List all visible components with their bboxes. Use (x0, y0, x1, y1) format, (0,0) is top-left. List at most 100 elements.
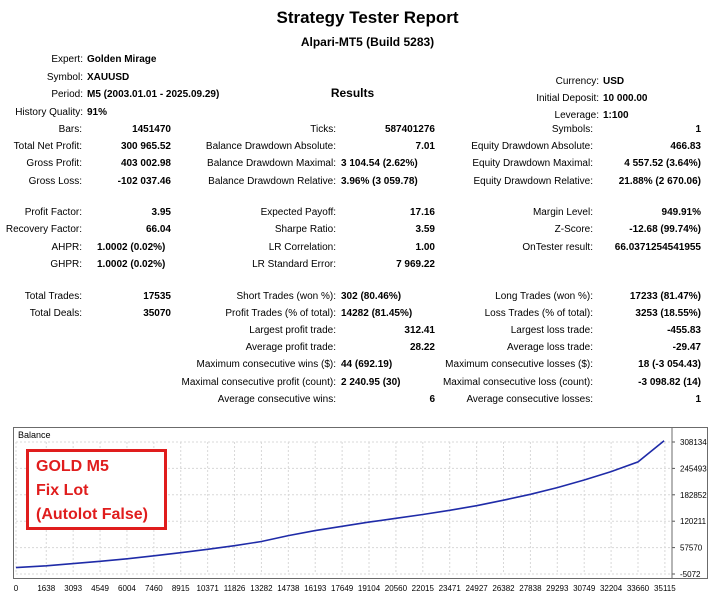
stat-value: -12.68 (99.74%) (629, 224, 701, 235)
stat-value: 1.00 (415, 242, 435, 253)
stat-label: Margin Level: (532, 207, 593, 218)
stat-label: Equity Drawdown Absolute: (471, 141, 593, 152)
stat-label: Largest profit trade: (249, 325, 336, 336)
stat-value: -102 037.46 (117, 176, 171, 187)
stat-value: 17.16 (409, 207, 435, 218)
stat-value: 312.41 (404, 325, 435, 336)
stat-label: Bars: (58, 124, 82, 135)
stat-label: LR Correlation: (268, 242, 336, 253)
setting-value: 91% (87, 107, 108, 118)
setting-label: Symbol: (46, 72, 83, 83)
stat-value: 2 240.95 (30) (341, 377, 401, 388)
stat-value: 44 (692.19) (341, 359, 393, 370)
y-tick-label: 245493 (680, 464, 707, 473)
stat-value: 1451470 (132, 124, 171, 135)
strategy-label-line: (Autolot False) (36, 506, 148, 523)
stat-label: Average loss trade: (507, 342, 593, 353)
balance-chart-svg: Balance 0 1638 3093 4549 6004 7460 8915 10371 118… (14, 428, 707, 593)
stat-label: Maximum consecutive wins ($): (196, 359, 336, 370)
stat-value: 66.04 (145, 224, 171, 235)
x-tick-label: 13282 (250, 584, 273, 593)
stat-label: AHPR: (51, 242, 82, 253)
stat-label: OnTester result: (522, 242, 593, 253)
stat-label: Maximal consecutive loss (count): (442, 377, 593, 388)
y-tick-label: 120211 (680, 517, 707, 526)
stat-value: -455.83 (667, 325, 701, 336)
account-value: 10 000.00 (603, 93, 648, 104)
stat-value: 3253 (18.55%) (635, 308, 701, 319)
report-subtitle: Alpari-MT5 (Build 5283) (300, 35, 435, 49)
stat-label: Expected Payoff: (260, 207, 336, 218)
stat-value: 35070 (143, 308, 171, 319)
y-tick-label: -5072 (680, 570, 701, 579)
y-tick-label: 308134 (680, 438, 707, 447)
stat-label: Maximum consecutive losses ($): (445, 359, 593, 370)
setting-label: Period: (51, 89, 83, 100)
stat-value: 302 (80.46%) (341, 291, 402, 302)
stat-value: 1.0002 (0.02%) (97, 242, 166, 253)
stat-label: Z-Score: (554, 224, 593, 235)
stat-value: -29.47 (672, 342, 701, 353)
setting-value: M5 (2003.01.01 - 2025.09.29) (87, 89, 220, 100)
x-tick-label: 26382 (492, 584, 515, 593)
stat-label: Total Net Profit: (13, 141, 82, 152)
setting-label: History Quality: (15, 107, 83, 118)
balance-line (15, 440, 665, 569)
stat-value: 3.95 (151, 207, 171, 218)
stat-value: 949.91% (661, 207, 701, 218)
stat-label: Gross Loss: (28, 176, 82, 187)
chart-title: Balance (18, 430, 51, 440)
stat-value: 17233 (81.47%) (629, 291, 701, 302)
stat-value: 21.88% (2 670.06) (618, 176, 701, 187)
stat-value: 466.83 (670, 141, 701, 152)
stat-label: Profit Factor: (24, 207, 82, 218)
stat-label: Long Trades (won %): (495, 291, 593, 302)
strategy-label-line: Fix Lot (36, 482, 89, 499)
stat-value: 66.0371254541955 (614, 242, 701, 253)
stat-label: Average consecutive wins: (217, 394, 336, 405)
x-tick-label: 23471 (439, 584, 462, 593)
x-tick-label: 1638 (37, 584, 55, 593)
stat-value: 1 (695, 124, 701, 135)
account-label: Currency: (555, 76, 599, 87)
x-tick-label: 4549 (91, 584, 109, 593)
strategy-label-line: GOLD M5 (36, 458, 109, 475)
stat-value: 7 969.22 (396, 259, 435, 270)
stat-value: 7.01 (415, 141, 435, 152)
x-tick-label: 7460 (145, 584, 163, 593)
x-tick-label: 16193 (304, 584, 327, 593)
x-tick-label: 14738 (277, 584, 300, 593)
stat-label: Average consecutive losses: (466, 394, 593, 405)
account-value: 1:100 (603, 110, 629, 121)
stat-label: Total Trades: (24, 291, 82, 302)
stat-value: 28.22 (409, 342, 435, 353)
stat-label: LR Standard Error: (252, 259, 336, 270)
stat-label: Balance Drawdown Maximal: (207, 158, 336, 169)
stat-label: Balance Drawdown Absolute: (205, 141, 336, 152)
x-tick-label: 32204 (600, 584, 623, 593)
x-tick-label: 33660 (627, 584, 650, 593)
x-tick-label: 19104 (358, 584, 381, 593)
stat-label: Profit Trades (% of total): (225, 308, 336, 319)
setting-label: Expert: (51, 54, 83, 65)
x-tick-label: 17649 (331, 584, 354, 593)
x-tick-label: 3093 (64, 584, 82, 593)
x-tick-label: 0 (14, 584, 19, 593)
stat-value: 587401276 (384, 124, 435, 135)
x-tick-label: 10371 (197, 584, 220, 593)
stat-value: 17535 (143, 291, 171, 302)
x-tick-label: 6004 (118, 584, 136, 593)
stat-value: 3.59 (415, 224, 435, 235)
stat-value: 3.96% (3 059.78) (341, 176, 418, 187)
stat-label: Equity Drawdown Maximal: (472, 158, 593, 169)
stat-value: 300 965.52 (120, 141, 171, 152)
x-tick-label: 22015 (412, 584, 435, 593)
x-tick-label: 30749 (573, 584, 596, 593)
account-label: Leverage: (554, 110, 599, 121)
x-tick-label: 24927 (465, 584, 488, 593)
x-tick-label: 20560 (385, 584, 408, 593)
stat-value: 403 002.98 (120, 158, 171, 169)
report-title: Strategy Tester Report (276, 8, 459, 27)
setting-value: Golden Mirage (87, 54, 157, 65)
